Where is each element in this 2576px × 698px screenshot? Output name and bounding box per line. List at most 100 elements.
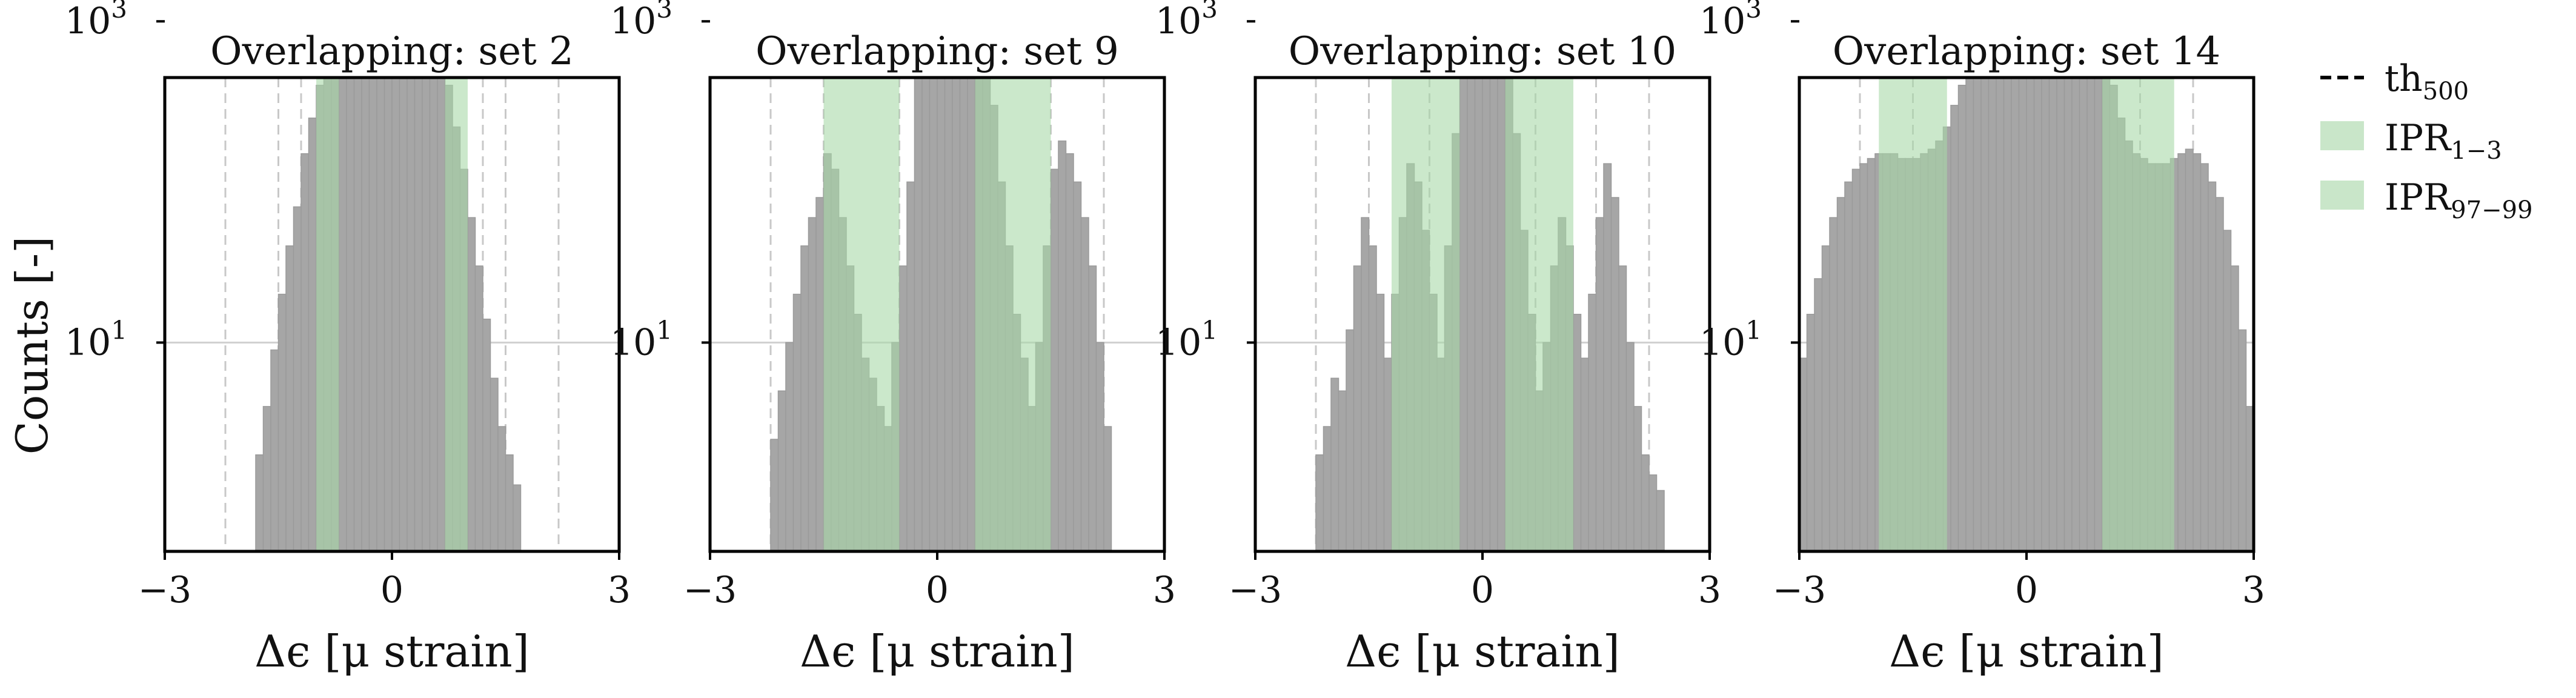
histogram-bar: [785, 342, 794, 551]
chart-title: Overlapping: set 9: [755, 29, 1119, 74]
y-tick-label-exponent: 1: [1745, 315, 1762, 345]
histogram-bar: [1806, 313, 1815, 551]
histogram-bar: [383, 78, 393, 551]
legend-patch-icon: [2320, 181, 2364, 210]
histogram-bar: [1338, 390, 1347, 551]
histogram-bar: [2063, 78, 2073, 551]
y-tick-label-exponent: 3: [111, 0, 127, 24]
ipr-bands: [1392, 78, 1573, 551]
histogram-bar: [1603, 163, 1612, 551]
histogram-bar: [414, 78, 423, 551]
histogram-bar: [1588, 293, 1597, 551]
histogram-bars: [255, 78, 522, 551]
histogram-bar: [482, 318, 491, 551]
x-axis-label: Δϵ [μ strain]: [1345, 626, 1620, 677]
histogram-bar: [2048, 78, 2057, 551]
histogram-bar: [277, 293, 287, 551]
histogram-bar: [792, 293, 802, 551]
histogram-bar: [285, 245, 294, 551]
histogram-bar: [2071, 78, 2080, 551]
ipr-bands: [1879, 78, 2174, 551]
histogram-bar: [1361, 217, 1370, 551]
histogram-bar: [770, 439, 779, 551]
histogram-bar: [1957, 84, 1967, 551]
histogram-bar: [1376, 293, 1385, 551]
histogram-bar: [800, 245, 809, 551]
legend-label-subscript: 97−99: [2451, 196, 2532, 224]
histogram-bar: [1073, 181, 1082, 551]
y-tick-label-exponent: 3: [656, 0, 672, 24]
histogram-bars: [1799, 78, 2254, 551]
histogram-bar: [815, 197, 825, 551]
x-tick-label: −3: [1773, 569, 1826, 611]
x-tick-label: −3: [683, 569, 737, 611]
histogram-bars: [770, 78, 1112, 551]
plot-area: [1799, 78, 2254, 551]
histogram-bar: [1965, 78, 1974, 551]
plot-area: [1255, 78, 1710, 551]
histogram-bar: [921, 78, 931, 551]
legend-label: IPR97−99: [2385, 176, 2533, 224]
histogram-bar: [944, 78, 953, 551]
histogram-bar: [1489, 78, 1498, 551]
x-axis-label: Δϵ [μ strain]: [254, 626, 529, 677]
legend-entry-1: th500: [2320, 58, 2469, 105]
x-ticks: −3 0 3: [1773, 551, 2265, 611]
histogram-bar: [2003, 78, 2012, 551]
histogram-bar: [1633, 406, 1642, 551]
y-tick-label: 103: [1155, 0, 1218, 42]
x-ticks: −3 0 3: [1229, 551, 1721, 611]
histogram-bar: [1482, 78, 1491, 551]
legend-entry-3: IPR97−99: [2320, 176, 2533, 224]
x-tick-label: 3: [2242, 569, 2265, 611]
legend-patch-icon: [2320, 121, 2364, 150]
legend-label: IPR1−3: [2385, 117, 2502, 165]
x-tick-label: −3: [1229, 569, 1282, 611]
histogram-bar: [368, 78, 377, 551]
y-tick-label-base: 10: [1699, 0, 1745, 42]
y-tick-label: 103: [610, 0, 672, 42]
histogram-bar: [777, 390, 786, 551]
histogram-bar: [437, 78, 446, 551]
histogram-bar: [407, 78, 416, 551]
chart-title: Overlapping: set 2: [210, 29, 574, 74]
histogram-bar: [1656, 490, 1665, 551]
histogram-bar: [1065, 153, 1074, 551]
histogram-bar: [2185, 148, 2194, 551]
ipr-97-99-band: [2102, 78, 2174, 551]
histogram-bar: [1058, 140, 1067, 551]
ipr-1-3-band: [1879, 78, 1947, 551]
histogram-bar: [1973, 78, 1982, 551]
histogram-bar: [2041, 78, 2050, 551]
y-tick-label-base: 10: [1699, 321, 1745, 364]
y-tick-label-exponent: 1: [656, 315, 672, 345]
histogram-bar: [898, 265, 908, 551]
y-ticks: 10 1 103: [610, 0, 710, 364]
histogram-bar: [1353, 265, 1362, 551]
histogram-bar: [1851, 168, 1861, 551]
histogram-bar: [1648, 474, 1658, 551]
histogram-bar: [808, 217, 817, 551]
histogram-bar: [376, 78, 385, 551]
histogram-bar: [338, 78, 347, 551]
x-axis-label: Δϵ [μ strain]: [800, 626, 1075, 677]
histogram-bar: [1368, 245, 1377, 551]
ipr-1-3-band: [316, 78, 339, 551]
histogram-bar: [467, 217, 476, 551]
histogram-bar: [1625, 342, 1635, 551]
histogram-bar: [2200, 163, 2209, 551]
x-tick-label: 3: [1698, 569, 1721, 611]
histogram-bar: [2245, 406, 2254, 551]
histogram-bar: [308, 118, 317, 551]
y-axis-label: Counts [-]: [7, 236, 58, 454]
histogram-bar: [2223, 230, 2232, 551]
histogram-bar: [429, 78, 438, 551]
histogram-bar: [1996, 78, 2005, 551]
y-tick-label-base: 10: [610, 0, 656, 42]
ipr-bands: [316, 78, 468, 551]
